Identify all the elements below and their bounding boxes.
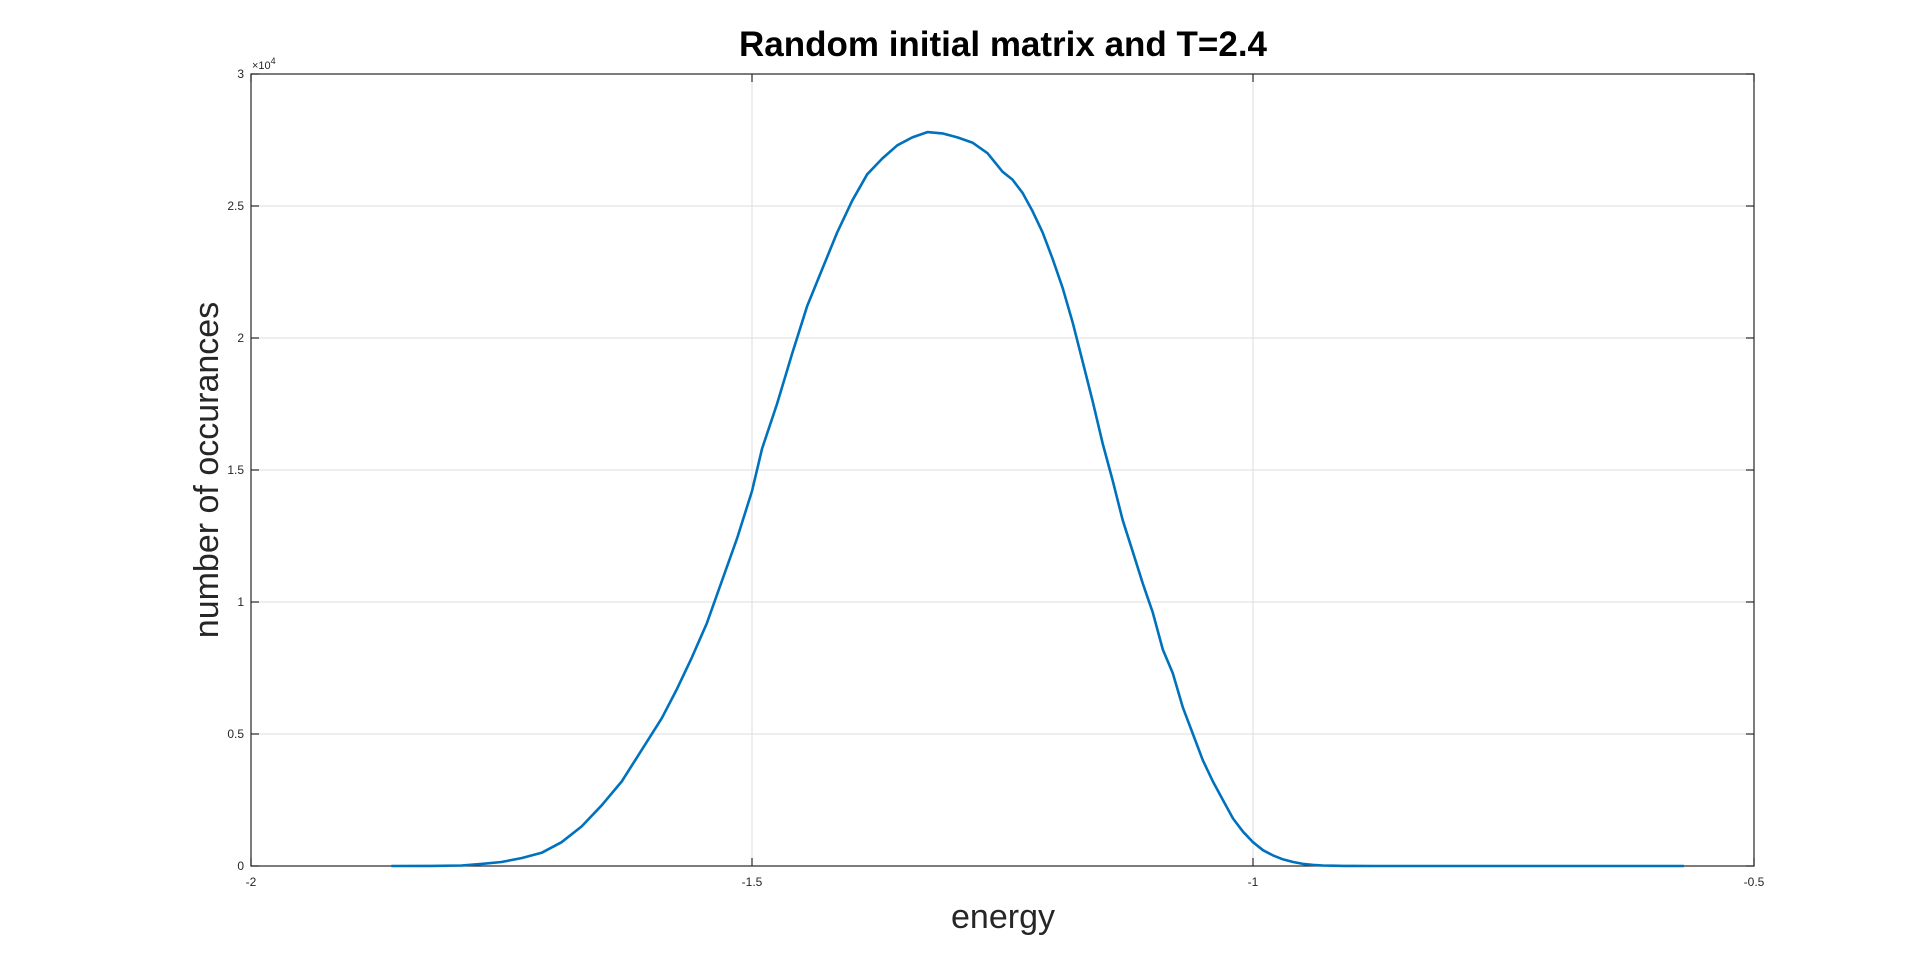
y-tick-labels: 0 0.5 1 1.5 2 2.5 3 — [227, 67, 244, 873]
y-exponent-label: ×104 — [252, 56, 276, 72]
grid-lines — [250, 73, 1755, 867]
x-tick-label: -1 — [1248, 875, 1259, 889]
x-tick-label: -2 — [246, 875, 257, 889]
axis-ticks — [250, 73, 1755, 867]
x-tick-label: -1.5 — [742, 875, 763, 889]
y-tick-label: 1 — [237, 595, 244, 609]
chart-title: Random initial matrix and T=2.4 — [739, 25, 1268, 64]
y-tick-label: 0.5 — [227, 727, 244, 741]
y-tick-label: 1.5 — [227, 463, 244, 477]
y-tick-label: 0 — [237, 859, 244, 873]
x-tick-labels: -2 -1.5 -1 -0.5 — [246, 875, 1765, 889]
x-tick-label: -0.5 — [1744, 875, 1765, 889]
y-tick-label: 2.5 — [227, 199, 244, 213]
y-tick-label: 2 — [237, 331, 244, 345]
y-axis-title: number of occurances — [188, 302, 226, 638]
y-tick-label: 3 — [237, 67, 244, 81]
x-axis-title: energy — [951, 898, 1055, 936]
series-line — [391, 130, 1684, 868]
